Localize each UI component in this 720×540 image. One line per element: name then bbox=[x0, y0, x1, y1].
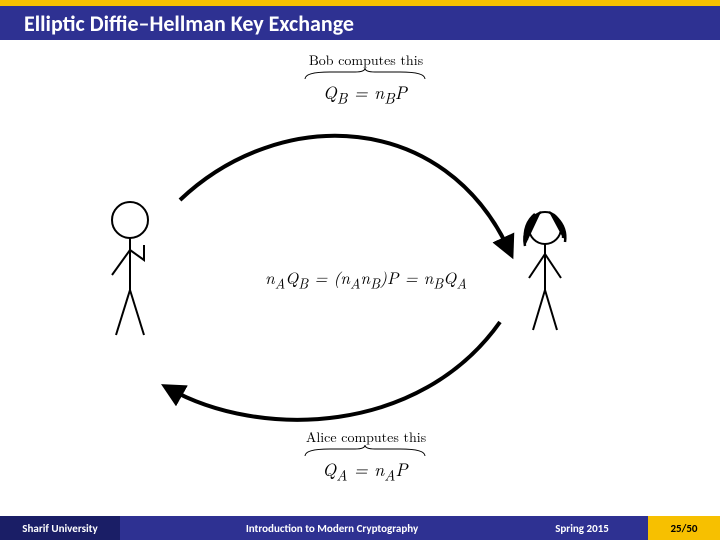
footer-course: Introduction to Modern Cryptography bbox=[120, 516, 528, 540]
alice-figure bbox=[112, 202, 148, 335]
diagram-svg bbox=[0, 40, 720, 500]
arrow-bob-to-alice bbox=[168, 322, 500, 420]
footer: Sharif University Introduction to Modern… bbox=[0, 516, 720, 540]
diagram-area: Bob computes this QB = nBP nAQB = (nAnB)… bbox=[0, 40, 720, 500]
footer-university: Sharif University bbox=[0, 516, 120, 540]
bob-figure bbox=[524, 212, 565, 330]
footer-page: 25 / 50 bbox=[648, 516, 720, 540]
title-bar: Elliptic Diffie–Hellman Key Exchange bbox=[0, 6, 720, 40]
arrow-alice-to-bob bbox=[180, 136, 510, 252]
slide-title: Elliptic Diffie–Hellman Key Exchange bbox=[24, 10, 354, 37]
footer-semester: Spring 2015 bbox=[528, 516, 648, 540]
